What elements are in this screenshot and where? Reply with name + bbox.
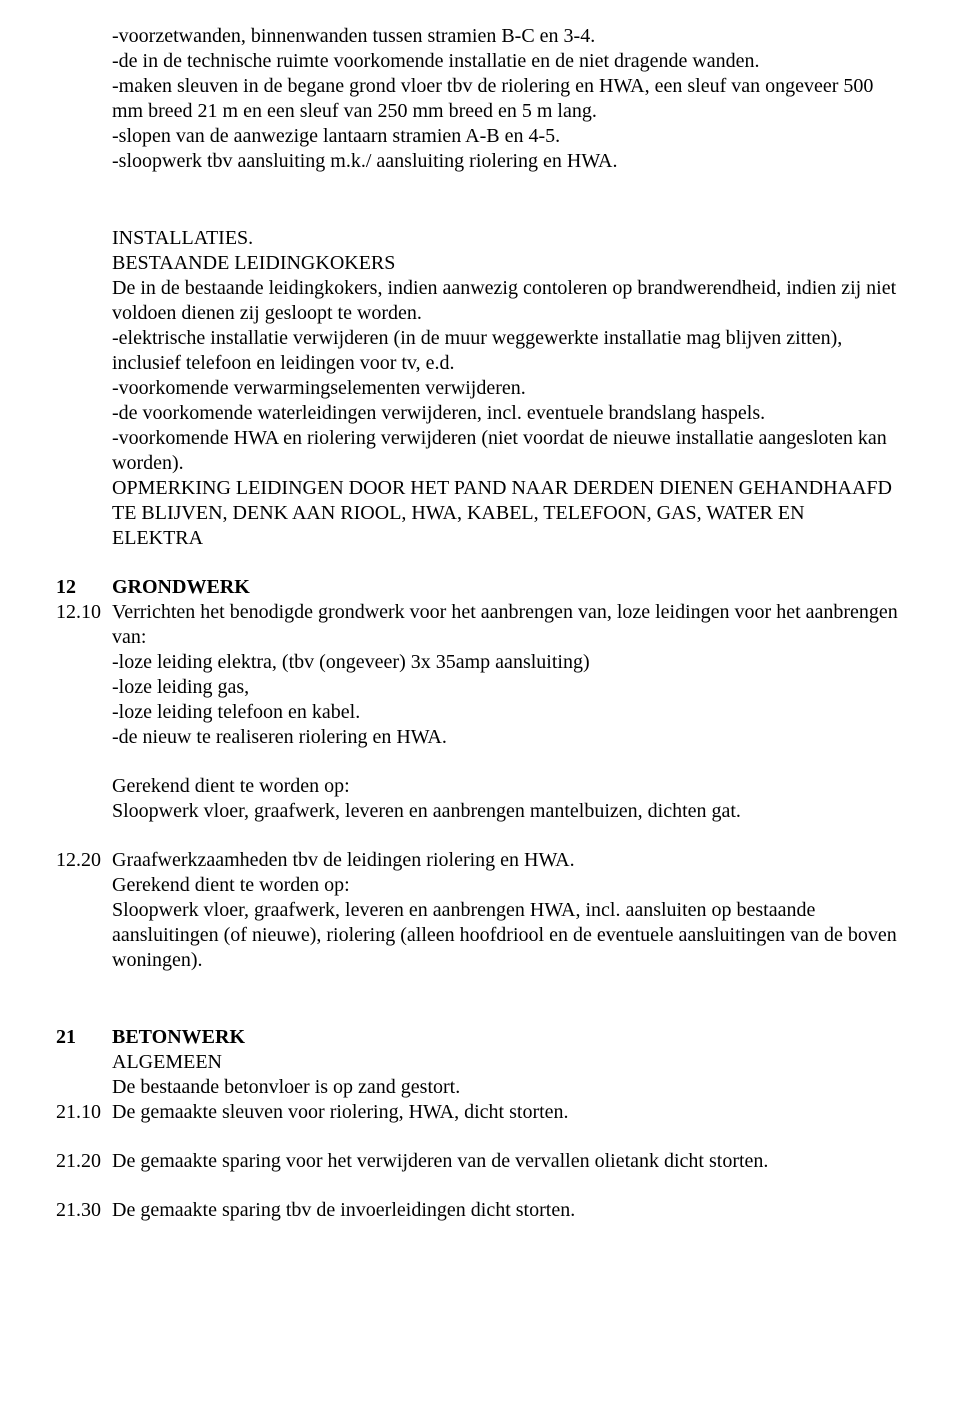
installaties-subheading: BESTAANDE LEIDINGKOKERS	[112, 251, 900, 276]
installaties-body: De in de bestaande leidingkokers, indien…	[112, 276, 900, 326]
item-number: 21.30	[56, 1198, 112, 1223]
intro-line: -de in de technische ruimte voorkomende …	[112, 49, 900, 74]
item-number: 12.10	[56, 600, 112, 625]
item-line: Verrichten het benodigde grondwerk voor …	[112, 600, 900, 650]
item-line: -de nieuw te realiseren riolering en HWA…	[112, 725, 900, 750]
item-number: 21.10	[56, 1100, 112, 1125]
section-title: GRONDWERK	[112, 575, 900, 600]
item-number: 12.20	[56, 848, 112, 873]
section-sub: De bestaande betonvloer is op zand gesto…	[112, 1075, 900, 1100]
item-line: -loze leiding elektra, (tbv (ongeveer) 3…	[112, 650, 900, 675]
item-line: -loze leiding telefoon en kabel.	[112, 700, 900, 725]
item-21-10-row: 21.10 De gemaakte sleuven voor riolering…	[112, 1100, 900, 1125]
installaties-heading: INSTALLATIES.	[112, 226, 900, 251]
section-number: 21	[56, 1025, 112, 1050]
section-sub: ALGEMEEN	[112, 1050, 900, 1075]
installaties-body: -voorkomende verwarmingselementen verwij…	[112, 376, 900, 401]
item-number: 21.20	[56, 1149, 112, 1174]
item-line: Graafwerkzaamheden tbv de leidingen riol…	[112, 848, 900, 873]
item-line: -loze leiding gas,	[112, 675, 900, 700]
intro-line: -maken sleuven in de begane grond vloer …	[112, 74, 900, 124]
intro-line: -slopen van de aanwezige lantaarn strami…	[112, 124, 900, 149]
intro-line: -voorzetwanden, binnenwanden tussen stra…	[112, 24, 900, 49]
item-text: De gemaakte sparing tbv de invoerleiding…	[112, 1198, 900, 1223]
intro-line: -sloopwerk tbv aansluiting m.k./ aanslui…	[112, 149, 900, 174]
section-12-heading-row: 12 GRONDWERK	[112, 575, 900, 600]
item-text: Verrichten het benodigde grondwerk voor …	[112, 600, 900, 824]
item-text: Graafwerkzaamheden tbv de leidingen riol…	[112, 848, 900, 973]
section-title-block: BETONWERK ALGEMEEN De bestaande betonvlo…	[112, 1025, 900, 1100]
item-text: De gemaakte sparing voor het verwijderen…	[112, 1149, 900, 1174]
installaties-body: OPMERKING LEIDINGEN DOOR HET PAND NAAR D…	[112, 476, 900, 551]
item-12-20-row: 12.20 Graafwerkzaamheden tbv de leidinge…	[112, 848, 900, 973]
item-12-10-row: 12.10 Verrichten het benodigde grondwerk…	[112, 600, 900, 824]
item-line: Sloopwerk vloer, graafwerk, leveren en a…	[112, 799, 900, 824]
installaties-body: -elektrische installatie verwijderen (in…	[112, 326, 900, 376]
installaties-body: -de voorkomende waterleidingen verwijder…	[112, 401, 900, 426]
item-text: De gemaakte sleuven voor riolering, HWA,…	[112, 1100, 900, 1125]
installaties-body: -voorkomende HWA en riolering verwijdere…	[112, 426, 900, 476]
section-21-heading-row: 21 BETONWERK ALGEMEEN De bestaande beton…	[112, 1025, 900, 1100]
item-line: Sloopwerk vloer, graafwerk, leveren en a…	[112, 898, 900, 973]
item-line: Gerekend dient te worden op:	[112, 873, 900, 898]
item-line: Gerekend dient te worden op:	[112, 774, 900, 799]
item-21-20-row: 21.20 De gemaakte sparing voor het verwi…	[112, 1149, 900, 1174]
item-21-30-row: 21.30 De gemaakte sparing tbv de invoerl…	[112, 1198, 900, 1223]
section-number: 12	[56, 575, 112, 600]
section-title: BETONWERK	[112, 1025, 900, 1050]
